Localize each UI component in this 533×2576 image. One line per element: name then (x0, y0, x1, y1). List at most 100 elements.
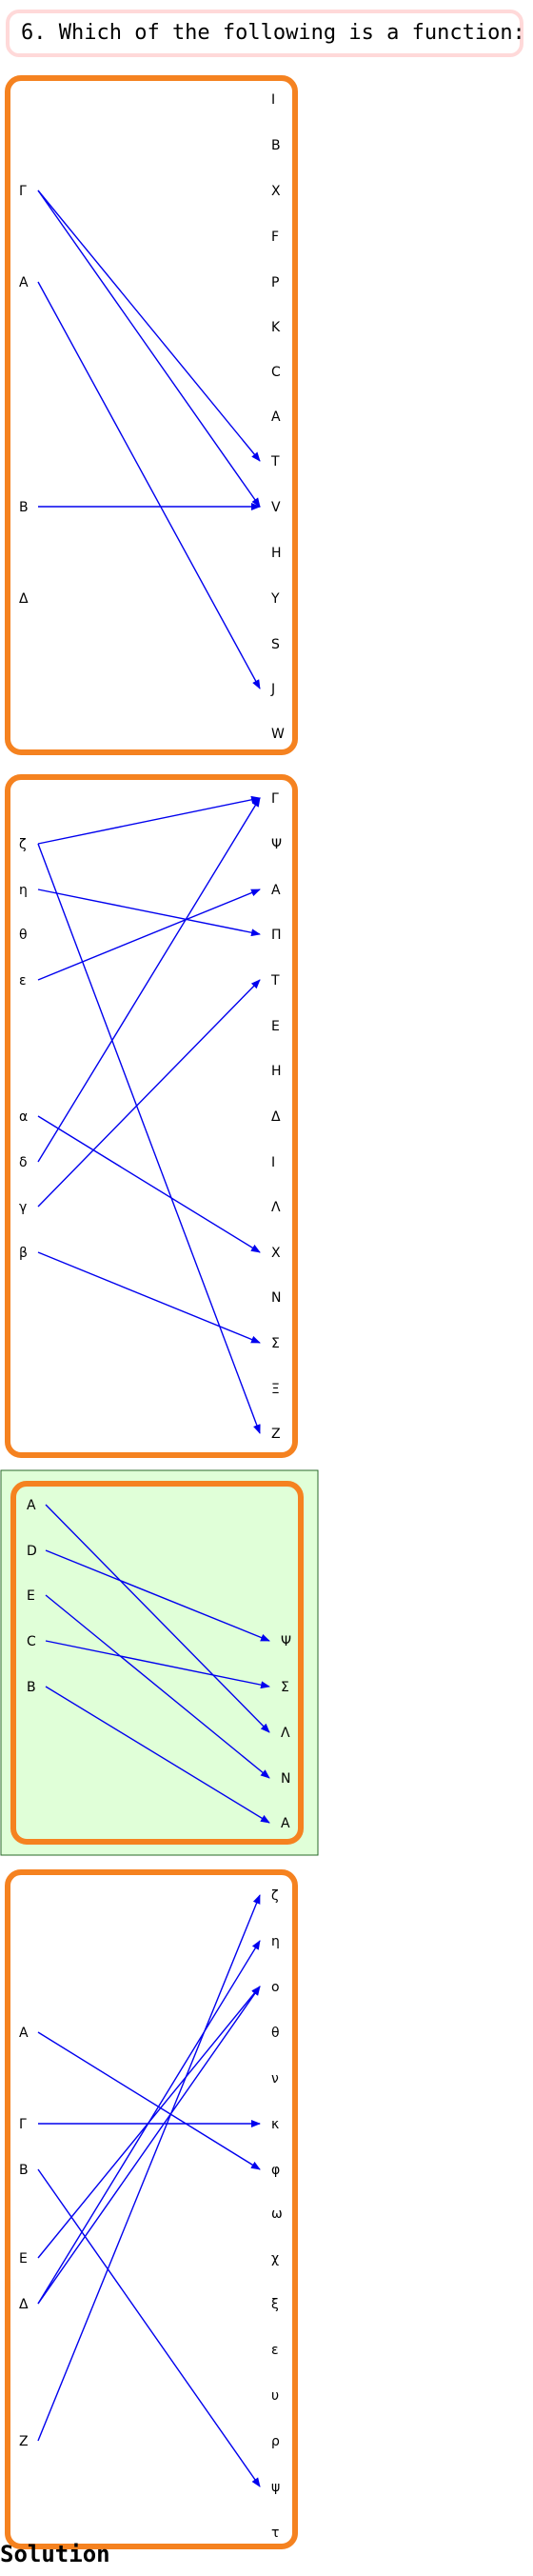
mapping-arrow (37, 979, 261, 1208)
domain-label: η (19, 883, 28, 898)
codomain-label: Σ (281, 1680, 289, 1695)
mapping-arrow (37, 843, 261, 1434)
codomain-label: E (271, 1019, 280, 1034)
codomain-label: P (271, 275, 279, 290)
codomain-label: ω (271, 2207, 283, 2222)
codomain-label: ν (271, 2071, 279, 2087)
mapping-arrow (45, 1504, 270, 1733)
codomain-label: X (271, 1246, 281, 1261)
domain-label: Δ (19, 591, 29, 607)
domain-label: Γ (19, 184, 27, 199)
option-frame (5, 75, 298, 755)
codomain-label: Ψ (281, 1634, 291, 1649)
codomain-label: ψ (271, 2480, 280, 2495)
mapping-arrow (37, 190, 261, 508)
domain-label: ε (19, 973, 27, 988)
mapping-arrow (45, 1594, 270, 1779)
codomain-label: Z (271, 1427, 281, 1442)
mapping-arrow (37, 190, 261, 462)
domain-label: γ (19, 1200, 27, 1215)
codomain-label: S (271, 637, 280, 652)
codomain-label: χ (271, 2251, 279, 2266)
codomain-label: A (281, 1816, 290, 1831)
mapping-arrow (45, 1640, 270, 1689)
question-text: 6. Which of the following is a function: (6, 10, 525, 57)
domain-label: δ (19, 1155, 28, 1170)
mapping-arrow (37, 1940, 261, 2305)
codomain-label: F (271, 230, 279, 245)
codomain-label: V (271, 500, 281, 515)
codomain-label: ο (271, 1980, 280, 1995)
codomain-label: I (271, 1155, 275, 1170)
codomain-label: Y (270, 591, 280, 607)
mapping-arrow (37, 1894, 261, 2442)
option-1[interactable]: Γ A B Δ I B X F P K C A T V H Y S J W (5, 75, 298, 755)
option-frame (10, 1481, 304, 1845)
mapping-arrow (37, 889, 261, 981)
correct-answer-highlight (0, 1469, 319, 1856)
domain-label: Z (19, 2434, 29, 2449)
codomain-label: ξ (271, 2297, 279, 2312)
option-frame (5, 1869, 298, 2549)
mapping-arrow (45, 1686, 270, 1824)
codomain-label: N (281, 1771, 290, 1787)
option-2[interactable]: ζ η θ ε α δ γ β Γ Ψ A Π T E H Δ I Λ X N Σ Ξ Z (5, 774, 298, 1458)
codomain-label: A (271, 883, 281, 898)
codomain-label: H (271, 546, 282, 561)
option-frame (5, 774, 298, 1458)
codomain-label: J (270, 682, 275, 697)
codomain-label: B (271, 138, 281, 153)
domain-label: B (19, 2163, 29, 2178)
domain-label: E (27, 1588, 35, 1604)
domain-label: β (19, 1246, 28, 1261)
mapping-arrow (37, 1986, 261, 2305)
codomain-label: Λ (281, 1726, 290, 1741)
codomain-label: T (270, 454, 280, 469)
mapping-arrow (37, 2031, 261, 2170)
codomain-label: W (271, 727, 285, 742)
mapping-arrow (37, 281, 261, 689)
codomain-label: H (271, 1064, 282, 1079)
codomain-label: Π (271, 928, 282, 943)
codomain-label: Ξ (271, 1382, 280, 1397)
codomain-label: φ (271, 2163, 280, 2178)
codomain-label: T (270, 973, 280, 988)
domain-label: Γ (19, 2117, 27, 2132)
codomain-label: C (271, 365, 281, 380)
option-3[interactable]: A D E C B Ψ Σ Λ N A (0, 1469, 319, 1856)
codomain-label: I (271, 92, 275, 108)
codomain-label: X (271, 184, 281, 199)
domain-label: α (19, 1109, 28, 1125)
domain-label: D (27, 1544, 37, 1559)
domain-label: Δ (19, 2297, 29, 2312)
codomain-label: N (271, 1290, 281, 1306)
codomain-label: υ (271, 2388, 279, 2404)
codomain-label: Λ (271, 1200, 281, 1215)
codomain-label: τ (271, 2526, 279, 2541)
domain-label: A (19, 2026, 29, 2041)
codomain-label: Δ (271, 1109, 281, 1125)
codomain-label: ρ (271, 2434, 280, 2449)
domain-label: A (19, 275, 29, 290)
codomain-label: κ (271, 2117, 279, 2132)
solution-heading: Solution (0, 2541, 110, 2567)
mapping-arrow (37, 1115, 261, 1253)
mapping-arrow (37, 797, 261, 1163)
mapping-arrow (37, 889, 261, 937)
mapping-arrow (37, 795, 261, 845)
mapping-arrow (37, 2168, 261, 2487)
domain-label: B (27, 1680, 36, 1695)
domain-label: θ (19, 928, 28, 943)
codomain-label: Ψ (271, 837, 282, 852)
domain-label: A (27, 1498, 36, 1513)
codomain-label: Σ (271, 1336, 280, 1351)
option-4[interactable]: A Γ B E Δ Zζ η ο θ ν κ φ ω χ ξ ε υ ρ ψ τ (5, 1869, 298, 2549)
domain-label: ζ (19, 837, 27, 852)
codomain-label: K (271, 320, 281, 335)
domain-label: E (19, 2251, 28, 2266)
codomain-label: θ (271, 2026, 280, 2041)
codomain-label: Γ (271, 791, 279, 807)
codomain-label: ε (271, 2343, 279, 2358)
codomain-label: A (271, 409, 281, 425)
